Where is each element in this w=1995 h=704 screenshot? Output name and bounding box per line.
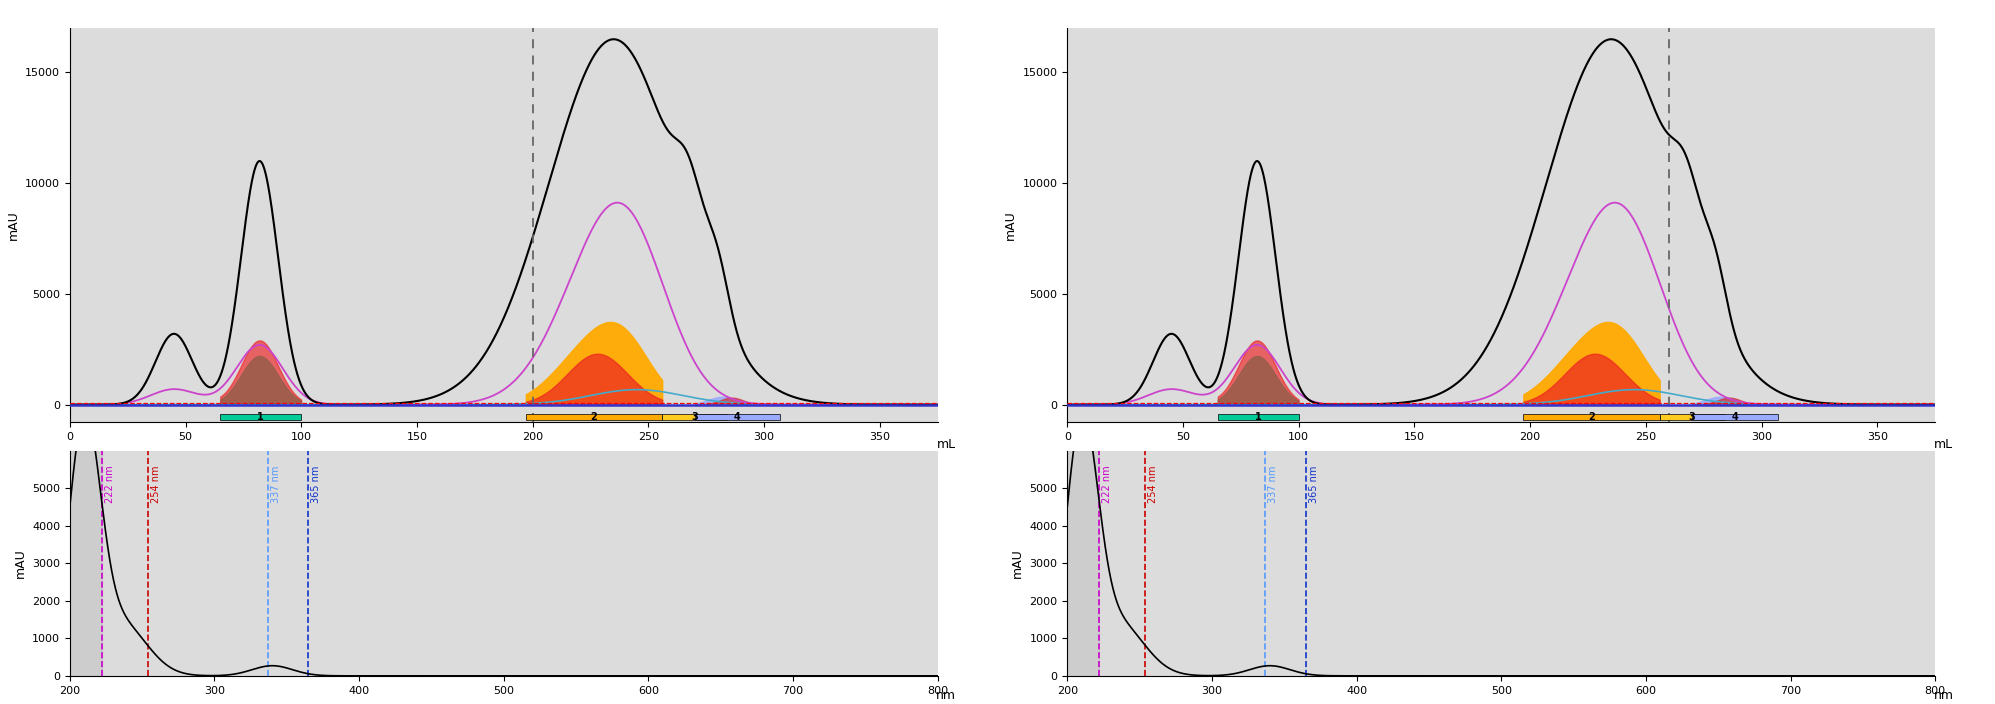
Text: 337 nm: 337 nm — [1269, 465, 1279, 503]
Bar — [527, 413, 662, 420]
Y-axis label: mAU: mAU — [1003, 210, 1017, 240]
Bar — [662, 413, 726, 420]
Text: 254 nm: 254 nm — [1149, 465, 1159, 503]
Bar — [694, 413, 780, 420]
Bar — [219, 413, 301, 420]
Text: 222 nm: 222 nm — [1101, 465, 1111, 503]
Y-axis label: mAU: mAU — [14, 548, 26, 578]
Text: 4: 4 — [734, 412, 740, 422]
Text: 1: 1 — [257, 412, 263, 422]
Y-axis label: mAU: mAU — [1011, 548, 1023, 578]
X-axis label: mL: mL — [938, 438, 956, 451]
Text: 222 nm: 222 nm — [104, 465, 114, 503]
Text: 365 nm: 365 nm — [311, 465, 321, 503]
Text: 337 nm: 337 nm — [271, 465, 281, 503]
Text: 4: 4 — [1732, 412, 1738, 422]
Bar — [1217, 413, 1299, 420]
Bar — [1524, 413, 1660, 420]
Bar — [1660, 413, 1724, 420]
Text: 2: 2 — [591, 412, 597, 422]
Bar — [70, 451, 102, 676]
X-axis label: nm: nm — [936, 689, 956, 703]
Bar — [1067, 451, 1099, 676]
X-axis label: mL: mL — [1935, 438, 1953, 451]
Text: 365 nm: 365 nm — [1309, 465, 1319, 503]
Text: 3: 3 — [1690, 412, 1696, 422]
Text: 1: 1 — [1255, 412, 1261, 422]
Text: 3: 3 — [692, 412, 698, 422]
Bar — [1692, 413, 1778, 420]
Text: 2: 2 — [1588, 412, 1594, 422]
Text: 254 nm: 254 nm — [152, 465, 162, 503]
Y-axis label: mAU: mAU — [6, 210, 20, 240]
X-axis label: nm: nm — [1933, 689, 1953, 703]
